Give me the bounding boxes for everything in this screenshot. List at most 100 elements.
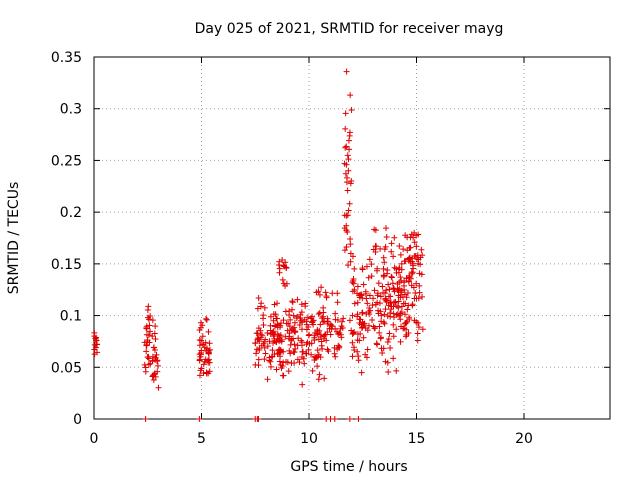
data-point (143, 348, 150, 355)
data-point (203, 347, 210, 354)
data-point (266, 338, 273, 345)
data-point (374, 265, 381, 272)
data-point (377, 245, 384, 252)
data-point (355, 353, 362, 360)
data-point (261, 304, 268, 311)
data-point (354, 283, 361, 290)
data-point (308, 351, 315, 358)
x-tick-label: 20 (515, 431, 533, 447)
data-point (146, 328, 153, 335)
data-point (311, 353, 318, 360)
data-point (383, 287, 390, 294)
y-tick-label: 0.3 (60, 102, 82, 118)
x-tick-label: 15 (408, 431, 426, 447)
data-point (271, 323, 278, 330)
data-point (385, 281, 392, 288)
data-point (324, 346, 331, 353)
data-point (274, 324, 281, 331)
data-point (413, 256, 420, 263)
data-point (327, 321, 334, 328)
data-point (362, 325, 369, 332)
data-point (91, 346, 98, 353)
data-point (382, 306, 389, 313)
data-point (253, 350, 260, 357)
data-point (317, 333, 324, 340)
data-point (348, 106, 355, 113)
data-point (364, 346, 371, 353)
data-point (406, 314, 413, 321)
data-point (372, 301, 379, 308)
data-point (141, 339, 148, 346)
data-point (396, 285, 403, 292)
data-point (343, 244, 350, 251)
data-point (322, 289, 329, 296)
data-point (379, 349, 386, 356)
data-point (153, 351, 160, 358)
data-point (279, 276, 286, 283)
data-point (260, 312, 267, 319)
data-point (363, 354, 370, 361)
data-point (332, 316, 339, 323)
data-point (369, 316, 376, 323)
axis-ticks (93, 56, 610, 420)
data-point (314, 330, 321, 337)
data-point (335, 331, 342, 338)
data-point (309, 313, 316, 320)
data-point (202, 315, 209, 322)
data-point (382, 296, 389, 303)
data-point (380, 254, 387, 261)
data-point (256, 346, 263, 353)
y-axis-label: SRMTID / TECUs (6, 182, 22, 295)
data-point (397, 338, 404, 345)
data-point (205, 328, 212, 335)
data-point (281, 263, 288, 270)
data-point (380, 319, 387, 326)
data-point (409, 302, 416, 309)
data-point (303, 318, 310, 325)
data-point (149, 358, 156, 365)
data-point (288, 360, 295, 367)
data-point (398, 277, 405, 284)
data-point (413, 280, 420, 287)
data-point (396, 243, 403, 250)
data-point (345, 207, 352, 214)
data-point (393, 326, 400, 333)
data-point (332, 353, 339, 360)
data-point (351, 265, 358, 272)
data-point (411, 295, 418, 302)
data-point (417, 254, 424, 261)
data-point (255, 335, 262, 342)
data-point (390, 310, 397, 317)
data-point (366, 256, 373, 263)
data-point (390, 355, 397, 362)
data-point (320, 304, 327, 311)
data-point (321, 332, 328, 339)
data-point (398, 260, 405, 267)
data-point (415, 260, 422, 267)
data-point (320, 313, 327, 320)
data-point (350, 329, 357, 336)
data-point (264, 329, 271, 336)
data-point (418, 246, 425, 253)
data-point (94, 349, 101, 356)
data-point (350, 280, 357, 287)
data-point (141, 361, 148, 368)
data-point (306, 331, 313, 338)
data-point (395, 298, 402, 305)
data-points (91, 68, 426, 422)
data-point (296, 359, 303, 366)
data-point (149, 333, 156, 340)
data-point (299, 319, 306, 326)
data-point (344, 152, 351, 159)
data-point (346, 200, 353, 207)
data-point (143, 324, 150, 331)
data-point (371, 226, 378, 233)
data-point (287, 316, 294, 323)
data-point (354, 290, 361, 297)
data-point (404, 247, 411, 254)
data-point (288, 336, 295, 343)
data-point (258, 300, 265, 307)
data-point (341, 212, 348, 219)
data-point (271, 301, 278, 308)
data-point (343, 227, 350, 234)
